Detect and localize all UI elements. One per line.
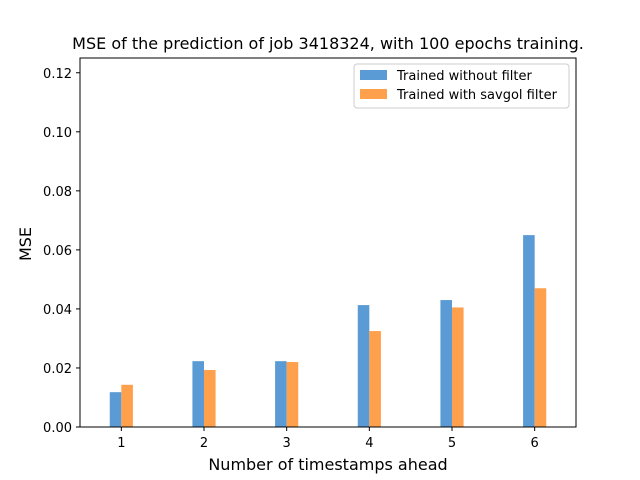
x-tick-label-2: 2	[200, 436, 208, 451]
x-axis: 1 2 3 4 5 6	[117, 427, 539, 451]
y-tick-label-4: 0.08	[43, 185, 72, 200]
y-tick-label-5: 0.10	[43, 126, 72, 141]
x-tick-label-5: 5	[448, 436, 456, 451]
bar-series-2-category-4	[369, 331, 381, 427]
bar-series-2-category-6	[534, 288, 547, 427]
plot-area	[79, 57, 577, 428]
bar-series-2-category-5	[452, 307, 464, 427]
x-tick-label-3: 3	[283, 436, 291, 451]
bar-series-1-category-5	[440, 300, 452, 427]
legend-label-series-1: Trained without filter	[396, 69, 532, 84]
y-tick-label-6: 0.12	[43, 67, 72, 82]
bar-series-1-category-2	[192, 361, 204, 427]
y-tick-label-1: 0.02	[43, 362, 72, 377]
legend-swatch-series-2	[360, 89, 387, 99]
y-tick-label-2: 0.04	[43, 303, 72, 318]
y-axis: 0.00 0.02 0.04 0.06 0.08 0.10 0.12	[43, 67, 80, 436]
legend: Trained without filter Trained with savgo…	[353, 63, 570, 109]
y-tick-label-3: 0.06	[43, 244, 72, 259]
bar-series-2-category-2	[204, 370, 216, 427]
x-tick-label-6: 6	[531, 436, 539, 451]
y-axis-label: MSE	[16, 227, 35, 261]
bar-series-2-category-1	[121, 384, 133, 427]
x-tick-label-4: 4	[365, 436, 373, 451]
bar-series-2-category-3	[286, 362, 299, 427]
bar-series-1-category-6	[523, 235, 535, 427]
bars-group	[109, 235, 547, 427]
bar-series-1-category-4	[357, 305, 370, 427]
y-tick-label-0: 0.00	[43, 421, 72, 436]
bar-series-1-category-1	[109, 392, 122, 427]
x-tick-label-1: 1	[117, 436, 125, 451]
plot-frame	[79, 57, 577, 428]
legend-swatch-series-1	[360, 70, 387, 80]
x-axis-label: Number of timestamps ahead	[208, 455, 447, 474]
legend-box	[353, 63, 570, 109]
bar-series-1-category-3	[275, 361, 287, 427]
chart-title: MSE of the prediction of job 3418324, wi…	[72, 34, 584, 53]
legend-label-series-2: Trained with savgol filter	[396, 88, 558, 103]
